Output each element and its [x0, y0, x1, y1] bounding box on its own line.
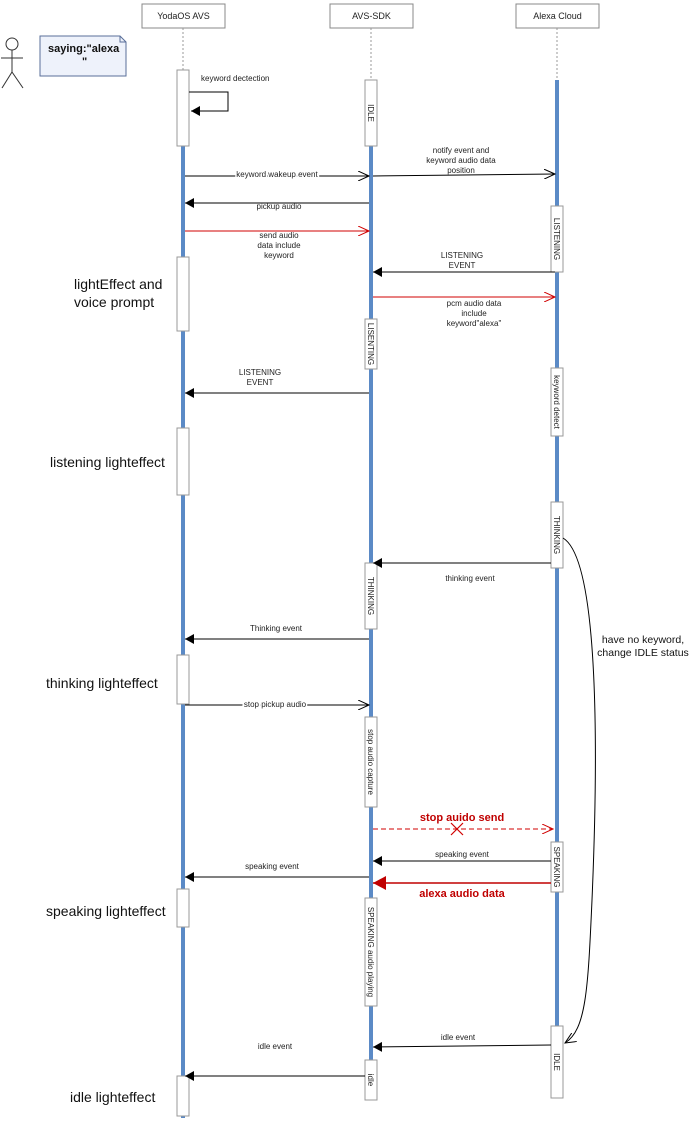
idle-event-avs-label: idle event [258, 1042, 293, 1051]
speaking-event-cloud-label: speaking event [435, 850, 490, 859]
speaking-event-avs-label: speaking event [245, 862, 300, 871]
idle-event-cloud-label: idle event [441, 1033, 476, 1042]
arrow-notify-event [372, 174, 555, 176]
send-audio-line-2: data include [257, 241, 301, 250]
participant-yodaos: YodaOS AVS [141, 3, 226, 29]
listening-lighteffect-label: listening lighteffect [50, 454, 165, 470]
idle-lighteffect-label: idle lighteffect [70, 1089, 155, 1105]
yodaos-activation-5 [176, 888, 190, 928]
participant-avs-sdk-label: AVS-SDK [352, 11, 391, 21]
send-audio-line-1: send audio [259, 231, 299, 240]
light-effect-label-2: voice prompt [74, 294, 154, 310]
avs-speaking-label: SPEAKING audio playing [366, 907, 375, 997]
notify-line-2: keyword audio data [426, 156, 496, 165]
avs-state-idle-2 [364, 1059, 378, 1101]
listening-event-avs-line-2: EVENT [247, 378, 274, 387]
avs-thinking-label: THINKING [366, 577, 375, 615]
avs-state-stop-capture [364, 716, 378, 808]
self-arrow-keyword-detection [189, 91, 229, 116]
avs-idle2-label: idle [366, 1074, 375, 1087]
cloud-speaking-label: SPEAKING [552, 847, 561, 888]
pickup-audio-label: pickup audio [257, 202, 302, 211]
yodaos-activation-3 [176, 427, 190, 496]
keyword-detection-label: keyword dectection [201, 74, 269, 83]
participant-alexa-cloud-label: Alexa Cloud [533, 11, 582, 21]
notify-line-1: notify event and [433, 146, 489, 155]
note-line-2: " [82, 56, 87, 68]
avs-stop-capture-label: stop audio capture [366, 729, 375, 795]
listening-event-cloud-line-1: LISTENING [441, 251, 483, 260]
speaking-lighteffect-label: speaking lighteffect [46, 903, 166, 919]
cloud-state-speaking [550, 841, 564, 893]
send-audio-line-3: keyword [264, 251, 294, 260]
avs-state-listening [364, 318, 378, 370]
cloud-keyword-detect-label: keyword detect [552, 375, 561, 430]
pcm-line-1: pcm audio data [447, 299, 502, 308]
arrow-idle-event-cloud [372, 1041, 552, 1052]
yodaos-activation-2 [176, 256, 190, 332]
cloud-state-listening [550, 205, 564, 273]
cloud-thinking-label: THINKING [552, 516, 561, 554]
thinking-lighteffect-label: thinking lighteffect [46, 675, 158, 691]
cloud-listening-label: LISTENING [552, 218, 561, 260]
note-saying-alexa: saying:"alexa " [39, 35, 127, 77]
avs-listening-label: LISENTING [366, 323, 375, 365]
curve-arrow-no-keyword [562, 537, 596, 1043]
listening-event-cloud-line-2: EVENT [449, 261, 476, 270]
alexa-audio-label: alexa audio data [419, 888, 505, 900]
avs-idle-label: IDLE [366, 104, 375, 122]
participant-yodaos-label: YodaOS AVS [157, 11, 210, 21]
thinking-event-avs-label: Thinking event [250, 624, 303, 633]
pcm-line-2: include [461, 309, 487, 318]
note-line-1: saying:"alexa [48, 43, 120, 55]
yodaos-activation-1 [176, 69, 190, 147]
cross-icon [450, 822, 464, 836]
stop-pickup-label: stop pickup audio [244, 700, 307, 709]
stop-send-label: stop auido send [420, 812, 504, 824]
cloud-state-keyword-detect [550, 367, 564, 437]
thinking-event-cloud-label: thinking event [445, 574, 495, 583]
yodaos-activation-4 [176, 654, 190, 705]
cloud-idle-label: IDLE [552, 1053, 561, 1071]
avs-state-thinking [364, 562, 378, 630]
user-actor-icon [1, 37, 24, 89]
keyword-wakeup-label: keyword wakeup event [236, 170, 318, 179]
light-effect-label-1: lightEffect and [74, 276, 162, 292]
side-note-line-2: change IDLE status [597, 647, 689, 659]
yodaos-activation-6 [176, 1075, 190, 1117]
avs-state-idle [364, 79, 378, 147]
pcm-line-3: keyword"alexa" [447, 319, 502, 328]
side-note-line-1: have no keyword, [602, 634, 684, 646]
listening-event-avs-line-1: LISTENING [239, 368, 281, 377]
avs-state-speaking [364, 897, 378, 1007]
cloud-state-idle [550, 1025, 564, 1099]
cloud-state-thinking [550, 501, 564, 569]
participant-avs-sdk: AVS-SDK [329, 3, 414, 29]
notify-line-3: position [447, 166, 475, 175]
participant-alexa-cloud: Alexa Cloud [515, 3, 600, 29]
